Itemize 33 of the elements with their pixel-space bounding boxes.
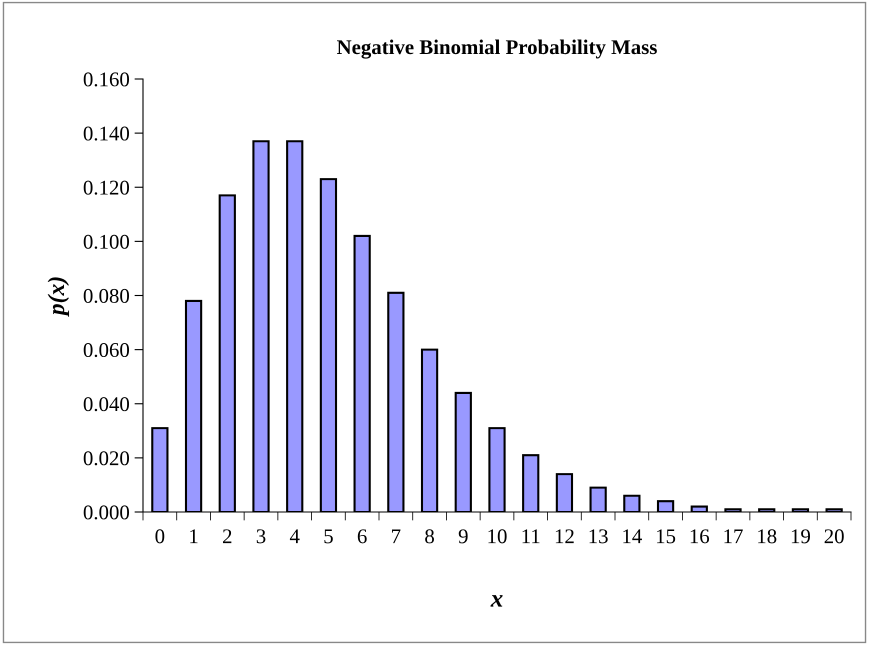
y-tick-label: 0.080: [84, 288, 130, 304]
y-tick-label: 0.040: [84, 397, 130, 412]
y-tick-label: 0.100: [84, 234, 130, 249]
x-tick-label: 1: [190, 529, 198, 544]
x-tick-label: 10: [488, 529, 507, 544]
x-tick-label: 18: [758, 529, 776, 544]
x-tick-label: 19: [792, 529, 810, 544]
x-tick-label: 17: [724, 529, 743, 544]
y-tick-label: 0.060: [84, 343, 130, 358]
x-tick-label: 16: [690, 529, 710, 544]
y-tick-label: 0.000: [84, 505, 130, 520]
y-axis-title: p(x): [48, 277, 70, 317]
x-tick-label: 0: [155, 529, 164, 544]
y-tick-label: 0.140: [84, 126, 130, 141]
y-tick-label: 0.020: [84, 451, 130, 466]
x-tick-label: 14: [623, 529, 642, 544]
x-tick-label: 5: [324, 529, 333, 544]
x-tick-label: 15: [656, 529, 676, 544]
x-tick-label: 9: [458, 529, 468, 544]
x-tick-label: 11: [522, 529, 540, 544]
x-tick-label: 13: [590, 529, 608, 544]
y-tick-label: 0.160: [84, 72, 130, 87]
x-tick-label: 4: [290, 529, 300, 544]
x-tick-label: 2: [222, 529, 232, 544]
chart-title: Negative Binomial Probability Mass: [336, 40, 657, 59]
x-tick-label: 12: [556, 529, 574, 544]
x-tick-label: 6: [358, 529, 367, 544]
x-tick-label: 8: [425, 529, 434, 544]
x-tick-label: 7: [392, 529, 400, 544]
x-axis-title: x: [490, 595, 503, 607]
x-tick-label: 20: [824, 529, 844, 544]
y-tick-label: 0.120: [84, 180, 130, 195]
x-tick-label: 3: [256, 529, 266, 544]
